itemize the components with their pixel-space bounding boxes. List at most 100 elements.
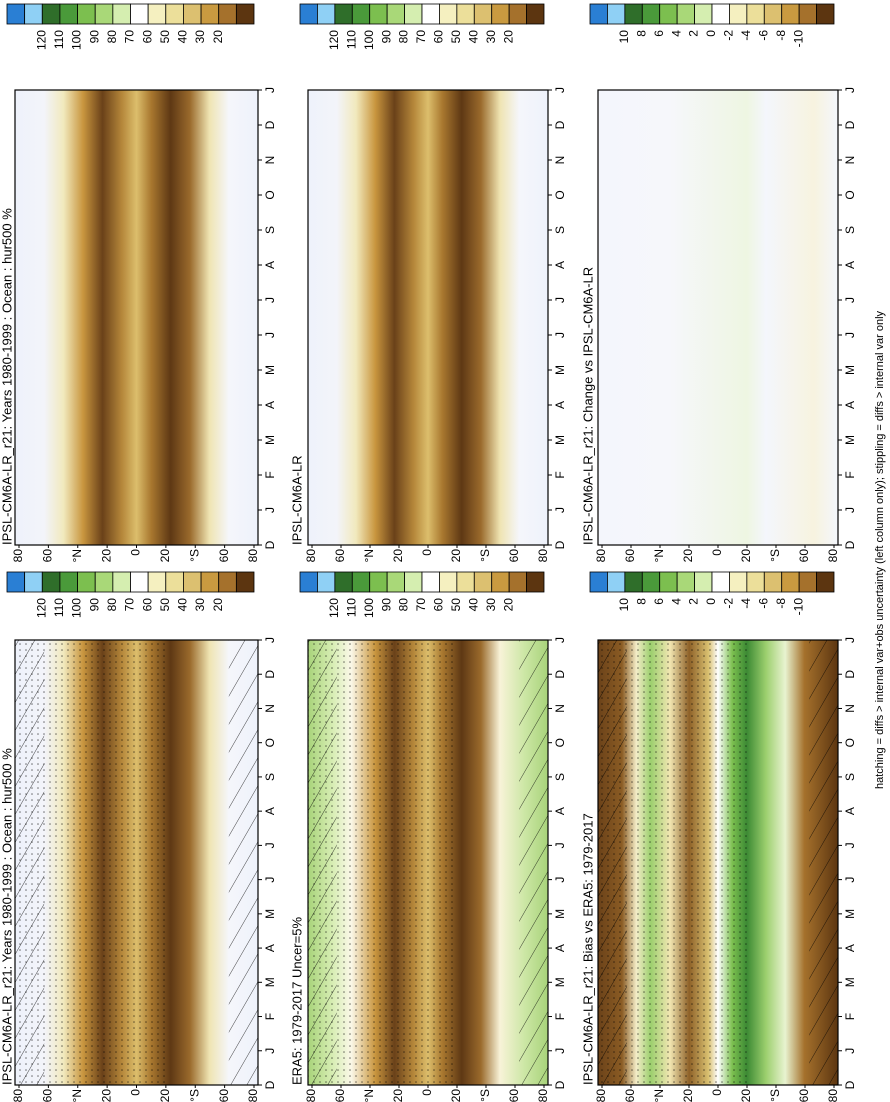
colorbar-label: 0 xyxy=(704,598,718,605)
colorbar-box xyxy=(508,3,527,25)
colorbar-label: 90 xyxy=(87,30,101,44)
colorbar-label: 4 xyxy=(669,598,683,605)
colorbar-label: -8 xyxy=(774,30,788,41)
colorbar-label: 30 xyxy=(484,598,498,612)
colorbar-box xyxy=(6,3,26,25)
month-label: D xyxy=(553,670,567,679)
colorbar-box xyxy=(299,571,318,593)
lat-label: °N xyxy=(70,549,84,562)
colorbar-label: 6 xyxy=(652,30,666,37)
colorbar-label: 40 xyxy=(466,30,480,44)
month-label: J xyxy=(843,332,857,338)
month-label: F xyxy=(263,471,277,478)
colorbar-box xyxy=(421,3,440,25)
colorbar-box xyxy=(421,571,440,593)
colorbar-box xyxy=(59,3,78,25)
lat-label: 20 xyxy=(739,1089,753,1102)
lat-label: °S xyxy=(187,549,201,562)
colorbar-label: -8 xyxy=(774,598,788,609)
colorbar-label: 20 xyxy=(211,30,225,44)
colorbar-box xyxy=(24,571,43,593)
lat-label: 0 xyxy=(129,549,143,556)
panel-title: IPSL-CM6A-LR_r21: Years 1980-1999 : Ocea… xyxy=(0,748,14,1085)
month-label: J xyxy=(553,297,567,303)
colorbar-box xyxy=(439,571,458,593)
colorbar-box xyxy=(59,571,78,593)
colorbar-box xyxy=(763,571,783,593)
colorbar-box xyxy=(659,3,678,25)
colorbar-box xyxy=(386,571,405,593)
month-label: N xyxy=(263,156,277,165)
panel-title: ERA5: 1979-2017 Uncer=5% xyxy=(289,917,304,1085)
colorbar-box xyxy=(694,571,713,593)
month-label: M xyxy=(843,365,857,375)
colorbar-label: 80 xyxy=(105,30,119,44)
colorbar-box xyxy=(165,3,184,25)
panel-title: IPSL-CM6A-LR_r21: Years 1980-1999 : Ocea… xyxy=(0,208,14,545)
colorbar-box xyxy=(491,3,510,25)
month-label: N xyxy=(553,156,567,165)
colorbar-box xyxy=(729,571,748,593)
colorbar-label: 120 xyxy=(327,598,341,618)
month-label: O xyxy=(263,738,277,747)
colorbar-box xyxy=(404,571,423,593)
lat-label: 20 xyxy=(681,1089,695,1102)
colorbar-label: 60 xyxy=(140,598,154,612)
colorbar-box xyxy=(439,3,458,25)
colorbar-box xyxy=(781,571,800,593)
colorbar-label: -6 xyxy=(756,30,770,41)
colorbar-box xyxy=(624,3,643,25)
colorbar-label: 40 xyxy=(176,30,190,44)
month-label: N xyxy=(843,156,857,165)
colorbar-box xyxy=(589,571,608,593)
colorbar-label: 120 xyxy=(327,30,341,50)
colorbar-box xyxy=(711,3,730,25)
colorbar-label: 110 xyxy=(52,598,66,617)
month-label: M xyxy=(843,435,857,445)
panel xyxy=(6,3,262,548)
lat-label: 60 xyxy=(797,1089,811,1102)
colorbar-box xyxy=(130,3,149,25)
colorbar-box xyxy=(798,3,817,25)
month-label: M xyxy=(843,977,857,987)
colorbar-label: 30 xyxy=(193,598,207,612)
colorbar-label: 40 xyxy=(176,598,190,612)
lat-label: 80 xyxy=(594,549,608,563)
colorbar-label: 30 xyxy=(193,30,207,44)
month-label: J xyxy=(263,637,277,643)
colorbar-box xyxy=(218,3,237,25)
month-label: J xyxy=(553,1048,567,1054)
colorbar-label: -6 xyxy=(756,598,770,609)
colorbar-box xyxy=(77,571,96,593)
month-label: S xyxy=(263,226,277,234)
month-label: J xyxy=(843,877,857,883)
colorbar-label: 100 xyxy=(70,598,84,618)
month-label: F xyxy=(843,1013,857,1020)
lat-label: 60 xyxy=(797,549,811,563)
month-label: O xyxy=(553,190,567,199)
lat-label: 60 xyxy=(41,1089,55,1102)
panel-title: IPSL-CM6A-LR xyxy=(289,455,304,545)
lat-label: 80 xyxy=(246,1089,260,1102)
colorbar-box xyxy=(200,3,220,25)
month-label: J xyxy=(553,877,567,883)
month-label: M xyxy=(553,365,567,375)
hatching xyxy=(308,640,337,1085)
panel xyxy=(6,571,262,1088)
lat-label: °S xyxy=(478,1089,492,1102)
colorbar-box xyxy=(165,571,184,593)
colorbar-box xyxy=(641,571,661,593)
lat-label: °N xyxy=(652,549,666,562)
colorbar-label: -2 xyxy=(722,598,736,609)
colorbar-box xyxy=(77,3,96,25)
lat-label: 80 xyxy=(826,1089,840,1102)
colorbar-box xyxy=(235,3,255,25)
hatching xyxy=(809,640,838,1085)
month-label: J xyxy=(263,1048,277,1054)
colorbar-box xyxy=(746,3,765,25)
colorbar-box xyxy=(147,3,167,25)
colorbar-label: 2 xyxy=(687,30,701,37)
lat-label: 20 xyxy=(99,1089,113,1102)
colorbar-box xyxy=(351,571,371,593)
lat-label: 80 xyxy=(246,549,260,563)
